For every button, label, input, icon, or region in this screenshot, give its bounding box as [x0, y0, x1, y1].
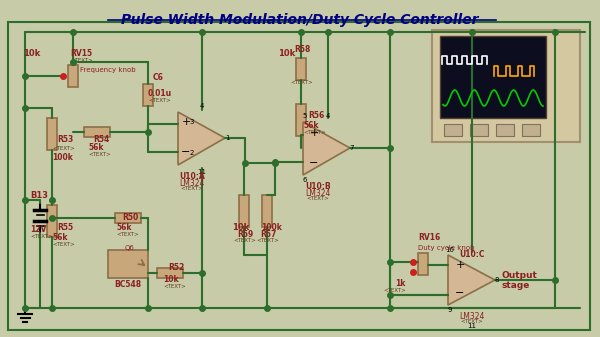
- Text: −: −: [181, 147, 191, 157]
- Text: R56: R56: [308, 111, 324, 120]
- Text: 11: 11: [197, 169, 206, 175]
- Text: 12V: 12V: [30, 225, 46, 235]
- Text: 100k: 100k: [261, 223, 282, 233]
- Bar: [47, 118, 57, 150]
- Text: 10k: 10k: [232, 223, 249, 233]
- Text: 56k: 56k: [52, 234, 67, 243]
- Bar: [470, 124, 488, 136]
- Text: R58: R58: [294, 45, 310, 54]
- Polygon shape: [178, 112, 225, 165]
- Text: stage: stage: [502, 280, 530, 289]
- Text: 56k: 56k: [303, 121, 319, 129]
- Bar: [440, 36, 546, 118]
- Text: Duty cycle knob: Duty cycle knob: [418, 245, 475, 251]
- Text: −: −: [310, 158, 319, 168]
- Text: +: +: [455, 260, 464, 270]
- Text: BC548: BC548: [115, 280, 142, 289]
- Text: −: −: [455, 288, 464, 298]
- Text: 8: 8: [495, 277, 499, 283]
- Text: U10:C: U10:C: [459, 250, 485, 259]
- Bar: [84, 127, 110, 137]
- Bar: [108, 250, 148, 278]
- Text: 10k: 10k: [23, 50, 41, 59]
- Bar: [239, 195, 249, 227]
- Text: 9: 9: [448, 307, 452, 313]
- Text: 4: 4: [200, 103, 204, 109]
- Bar: [115, 213, 141, 223]
- Text: Pulse Width Modulation/Duty Cycle Controller: Pulse Width Modulation/Duty Cycle Contro…: [121, 13, 479, 27]
- Text: <TEXT>: <TEXT>: [163, 284, 186, 289]
- Text: R57: R57: [260, 230, 276, 239]
- Text: <TEXT>: <TEXT>: [52, 243, 75, 247]
- Text: 56k: 56k: [88, 144, 104, 153]
- Bar: [444, 124, 462, 136]
- Text: 56k: 56k: [116, 223, 131, 233]
- Text: 5: 5: [303, 113, 307, 119]
- Text: <TEXT>: <TEXT>: [30, 235, 53, 240]
- Text: +: +: [181, 117, 191, 127]
- Bar: [432, 30, 580, 142]
- Text: 11: 11: [467, 323, 476, 329]
- Bar: [522, 124, 540, 136]
- Text: <TEXT>: <TEXT>: [148, 98, 171, 103]
- Bar: [47, 205, 57, 237]
- Text: <TEXT>: <TEXT>: [181, 186, 203, 191]
- Bar: [296, 58, 306, 80]
- Polygon shape: [303, 122, 350, 175]
- Text: B13: B13: [30, 190, 48, 200]
- Text: R53: R53: [57, 135, 73, 145]
- Text: U10:B: U10:B: [305, 182, 331, 191]
- Text: <TEXT>: <TEXT>: [383, 287, 406, 293]
- Text: <TEXT>: <TEXT>: [88, 153, 111, 157]
- Text: 10: 10: [445, 247, 455, 253]
- Text: 2: 2: [190, 150, 194, 156]
- Bar: [143, 84, 153, 106]
- Text: 10k: 10k: [278, 49, 295, 58]
- Text: RV15: RV15: [70, 50, 92, 59]
- Text: 1: 1: [225, 135, 229, 141]
- Text: RV16: RV16: [418, 234, 440, 243]
- Text: R50: R50: [122, 214, 138, 222]
- Text: R54: R54: [93, 135, 109, 145]
- Text: <TEXT>: <TEXT>: [290, 80, 313, 85]
- Text: Q6: Q6: [125, 245, 135, 251]
- Bar: [496, 124, 514, 136]
- Text: <TEXT>: <TEXT>: [257, 238, 280, 243]
- Text: 10k: 10k: [163, 276, 179, 284]
- Polygon shape: [448, 255, 495, 305]
- Text: <TEXT>: <TEXT>: [52, 146, 75, 151]
- Text: Output: Output: [502, 272, 538, 280]
- Text: <TEXT>: <TEXT>: [303, 129, 326, 134]
- Text: <TEXT>: <TEXT>: [307, 196, 329, 201]
- Text: R59: R59: [237, 230, 253, 239]
- Text: <TEXT>: <TEXT>: [461, 319, 484, 324]
- Text: LM324: LM324: [460, 312, 485, 321]
- Bar: [296, 104, 306, 136]
- Bar: [262, 195, 272, 227]
- Text: <TEXT>: <TEXT>: [233, 238, 256, 243]
- Text: C6: C6: [153, 73, 164, 83]
- Text: U10:A: U10:A: [179, 172, 205, 181]
- Text: R52: R52: [168, 263, 184, 272]
- Text: <TEXT>: <TEXT>: [70, 59, 93, 63]
- Text: 6: 6: [303, 177, 307, 183]
- Text: 0.01u: 0.01u: [148, 89, 172, 97]
- Bar: [68, 65, 78, 87]
- Text: 1k: 1k: [395, 278, 406, 287]
- Bar: [157, 268, 183, 278]
- Text: R55: R55: [57, 223, 73, 233]
- Bar: [418, 253, 428, 275]
- Text: +: +: [310, 128, 319, 138]
- Text: 100k: 100k: [52, 153, 73, 162]
- Text: 7: 7: [350, 145, 354, 151]
- Text: LM324: LM324: [305, 189, 331, 198]
- Text: LM324: LM324: [179, 179, 205, 188]
- Text: Frequency knob: Frequency knob: [80, 67, 136, 73]
- Text: 3: 3: [190, 119, 194, 125]
- Text: 4: 4: [326, 113, 330, 119]
- Text: <TEXT>: <TEXT>: [116, 233, 139, 238]
